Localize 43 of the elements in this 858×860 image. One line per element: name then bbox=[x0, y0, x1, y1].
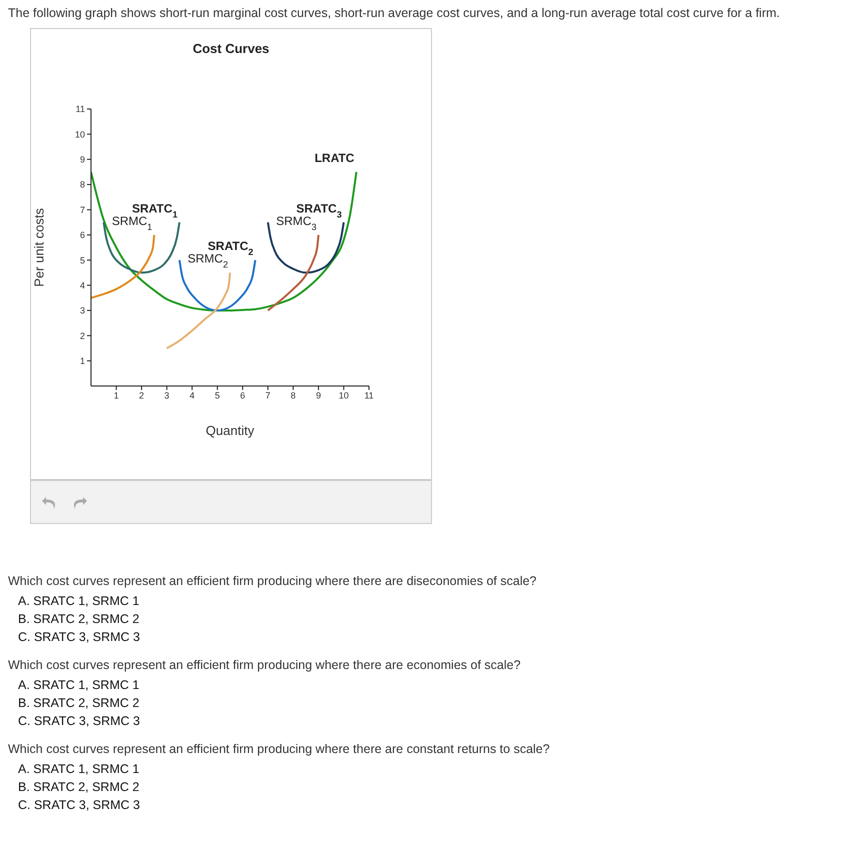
y-axis-title: Per unit costs bbox=[32, 208, 47, 287]
y-tick-label: 4 bbox=[80, 280, 85, 290]
text: C. SRATC 3, SRMC 3 bbox=[18, 714, 140, 728]
text: C. SRATC 3, SRMC 3 bbox=[18, 630, 140, 644]
y-tick-label: 5 bbox=[80, 255, 85, 266]
x-tick-label: 5 bbox=[214, 390, 220, 400]
text: A. SRATC 1, SRMC 1 bbox=[18, 594, 140, 608]
x-tick-label: 9 bbox=[316, 390, 321, 400]
y-tick-label: 2 bbox=[80, 330, 85, 341]
y-tick-label: 8 bbox=[80, 180, 85, 190]
x-tick-label: 1 bbox=[114, 390, 119, 400]
y-tick-label: 10 bbox=[74, 129, 85, 140]
line-series bbox=[266, 234, 320, 312]
line-series bbox=[91, 170, 358, 312]
text: A. SRATC 1, SRMC 1 bbox=[18, 678, 140, 692]
text: B. SRATC 2, SRMC 2 bbox=[18, 612, 140, 626]
x-tick-label: 2 bbox=[139, 390, 144, 400]
text: Which cost curves represent an efficient firm producing where there are diseconomies of scale? bbox=[8, 574, 536, 588]
line-series bbox=[91, 234, 156, 299]
text: Which cost curves represent an efficient firm producing where there are economies of scale? bbox=[8, 658, 521, 672]
text: A. SRATC 1, SRMC 1 bbox=[18, 762, 140, 776]
text: B. SRATC 2, SRMC 2 bbox=[18, 696, 140, 710]
text: B. SRATC 2, SRMC 2 bbox=[18, 780, 140, 794]
y-tick-label: 3 bbox=[80, 306, 85, 316]
x-tick-label: 7 bbox=[265, 390, 270, 400]
line-series bbox=[166, 272, 231, 350]
y-tick-label: 9 bbox=[80, 154, 85, 165]
x-tick-label: 3 bbox=[164, 390, 170, 400]
x-axis-title: Quantity bbox=[206, 423, 255, 438]
y-tick-label: 11 bbox=[76, 104, 85, 114]
text: The following graph shows short-run marginal cost curves, short-run average cost curves, and a long-run average total cost curve for a firm. bbox=[8, 6, 780, 20]
y-tick-label: 1 bbox=[80, 356, 85, 366]
series-label: LRATC bbox=[314, 150, 355, 165]
text: C. SRATC 3, SRMC 3 bbox=[18, 798, 140, 812]
chart-title: Cost Curves bbox=[192, 41, 270, 56]
y-tick-label: 7 bbox=[80, 204, 85, 215]
text: Which cost curves represent an efficient firm producing where there are constant returns to scale? bbox=[8, 742, 550, 756]
x-tick-label: 8 bbox=[290, 390, 296, 400]
x-tick-label: 6 bbox=[240, 390, 246, 400]
x-tick-label: 10 bbox=[338, 390, 349, 400]
x-tick-label: 11 bbox=[364, 390, 374, 400]
x-tick-label: 4 bbox=[190, 390, 195, 400]
y-tick-label: 6 bbox=[80, 230, 85, 240]
